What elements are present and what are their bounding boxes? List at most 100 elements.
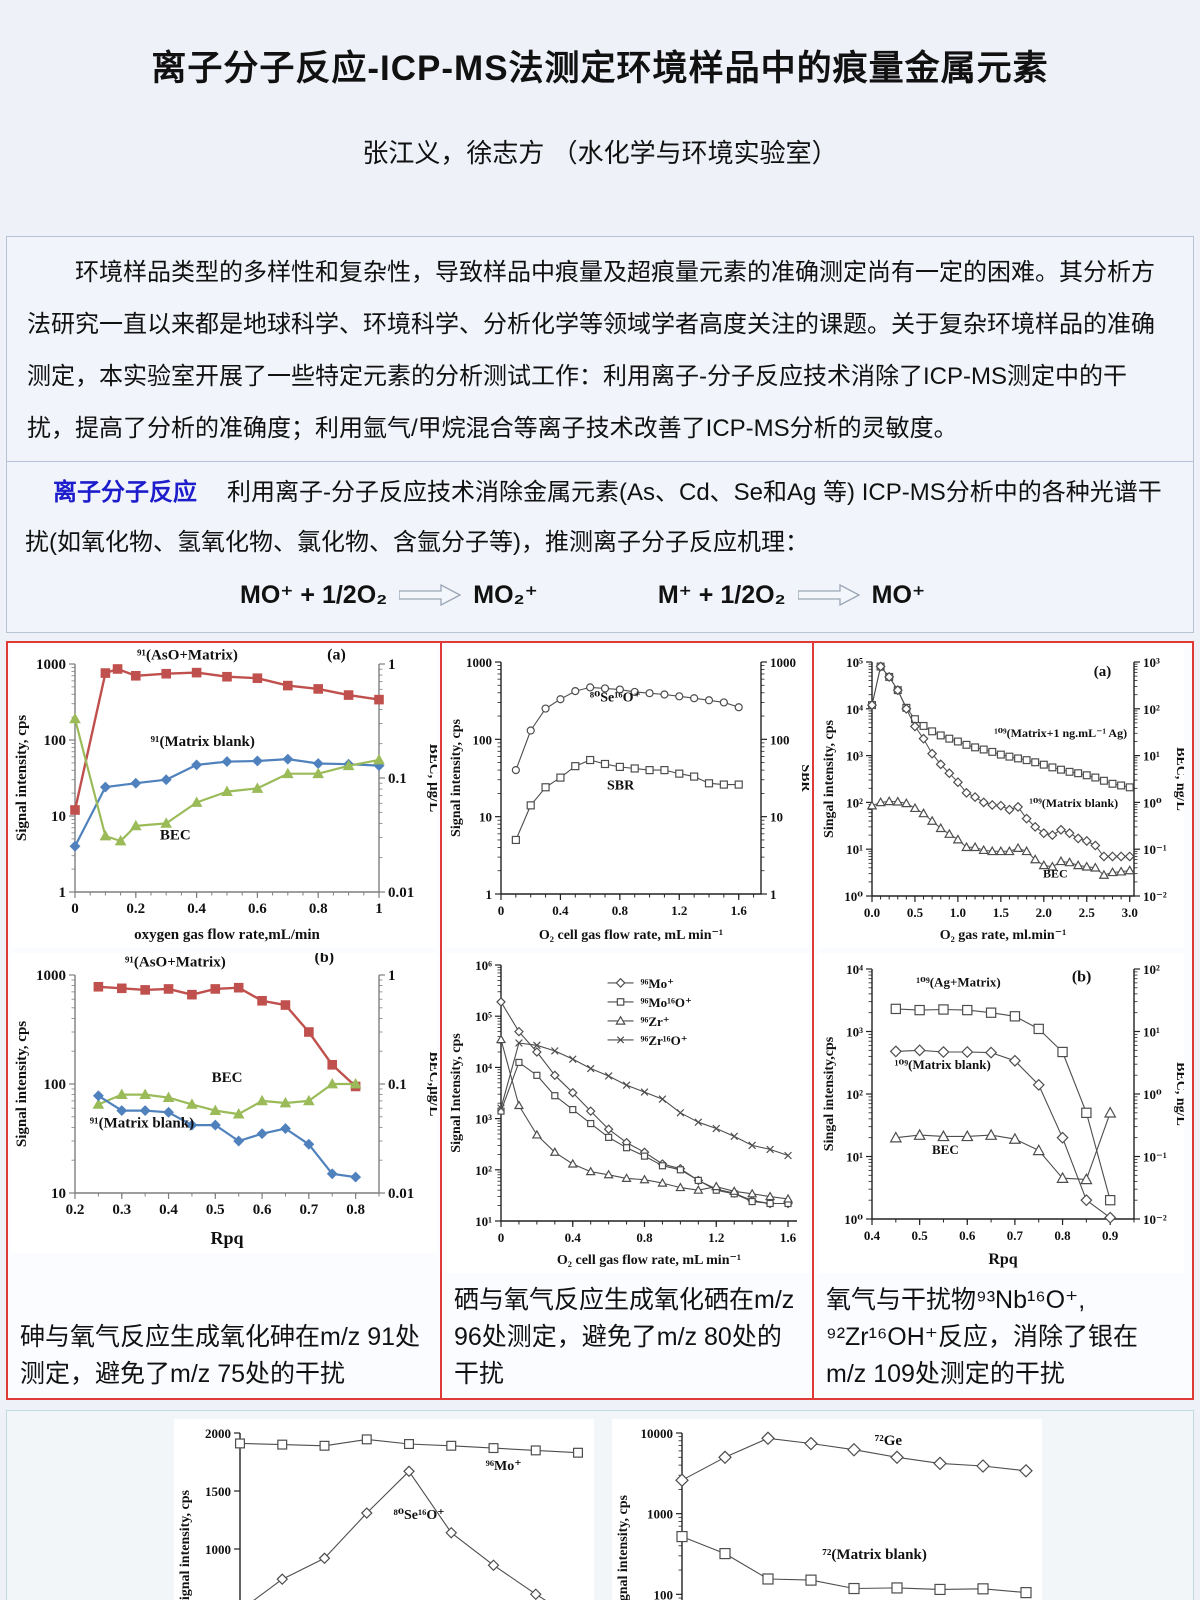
- svg-text:⁸⁰Se¹⁶O⁺: ⁸⁰Se¹⁶O⁺: [590, 690, 641, 705]
- svg-text:1000: 1000: [205, 1542, 231, 1557]
- svg-text:0.0: 0.0: [864, 905, 880, 920]
- svg-text:BEC,μg/L: BEC,μg/L: [426, 1052, 437, 1117]
- svg-text:⁹¹(AsO+Matrix): ⁹¹(AsO+Matrix): [125, 954, 226, 970]
- svg-text:Signal intensity, cps: Signal intensity, cps: [14, 715, 30, 841]
- svg-text:⁹¹(Matrix blank): ⁹¹(Matrix blank): [150, 734, 254, 750]
- sensitivity-charts-row: 012340500100015002000CH₄ gas flow rate, …: [7, 1419, 1193, 1600]
- reaction-arrow-icon: [797, 584, 860, 606]
- svg-text:BEC: BEC: [160, 828, 191, 844]
- svg-text:1000: 1000: [770, 655, 796, 670]
- svg-text:10²: 10²: [1143, 702, 1160, 717]
- svg-text:SBR: SBR: [798, 764, 809, 792]
- svg-text:⁹⁶Mo⁺: ⁹⁶Mo⁺: [485, 1459, 521, 1474]
- svg-text:0.5: 0.5: [907, 905, 924, 920]
- svg-text:BEC, ng/L: BEC, ng/L: [1173, 1062, 1184, 1126]
- svg-text:100: 100: [473, 732, 493, 747]
- svg-text:Signal intensity, cps: Signal intensity, cps: [616, 1495, 631, 1600]
- svg-text:10⁻¹: 10⁻¹: [1143, 1150, 1167, 1165]
- svg-text:⁹⁶Mo⁺: ⁹⁶Mo⁺: [641, 976, 674, 991]
- svg-text:0: 0: [71, 901, 79, 917]
- svg-text:0.1: 0.1: [388, 1077, 407, 1093]
- svg-text:⁷²Ge: ⁷²Ge: [875, 1433, 903, 1449]
- reaction-formulas: MO⁺ + 1/2O₂ MO₂⁺ M⁺ + 1/2O₂ MO⁺: [25, 568, 1175, 628]
- svg-text:0.2: 0.2: [66, 1202, 85, 1218]
- svg-text:¹⁰⁹(Matrix blank): ¹⁰⁹(Matrix blank): [895, 1057, 991, 1072]
- svg-text:(a): (a): [327, 648, 346, 663]
- svg-text:10⁶: 10⁶: [475, 958, 492, 973]
- svg-text:0.01: 0.01: [388, 1186, 414, 1202]
- svg-text:100: 100: [654, 1587, 674, 1600]
- svg-text:10⁻²: 10⁻²: [1143, 1212, 1167, 1227]
- svg-text:10⁻²: 10⁻²: [1143, 889, 1167, 904]
- svg-text:(b): (b): [314, 953, 334, 966]
- svg-text:1.5: 1.5: [993, 905, 1010, 920]
- chart-silver-rpq: 0.4 0.5 0.6 0.7 0.8 0.9 10⁰ 10¹ 10² 10³ 10⁴ 10⁻² 10⁻…: [818, 953, 1188, 1273]
- svg-text:1: 1: [375, 901, 383, 917]
- svg-text:1000: 1000: [647, 1507, 673, 1522]
- svg-text:⁹¹(AsO+Matrix): ⁹¹(AsO+Matrix): [137, 648, 238, 663]
- caption-arsenic: 砷与氧气反应生成氧化砷在m/z 91处测定，避免了m/z 75处的干扰: [20, 1323, 421, 1388]
- svg-text:1: 1: [388, 657, 396, 673]
- svg-text:0.8: 0.8: [346, 1202, 365, 1218]
- svg-text:10³: 10³: [475, 1112, 492, 1127]
- svg-text:1: 1: [770, 887, 777, 902]
- svg-text:Signal intensity, cps: Signal intensity, cps: [14, 1021, 30, 1147]
- svg-text:100: 100: [770, 732, 790, 747]
- svg-text:0.8: 0.8: [1054, 1228, 1071, 1243]
- svg-text:0.6: 0.6: [253, 1202, 272, 1218]
- svg-text:0.5: 0.5: [206, 1202, 225, 1218]
- formula1-lhs: MO⁺ + 1/2O₂: [240, 581, 388, 609]
- svg-text:BEC, ng/L: BEC, ng/L: [1173, 747, 1184, 811]
- svg-text:10: 10: [51, 1186, 66, 1202]
- intro-box: 环境样品类型的多样性和复杂性，导致样品中痕量及超痕量元素的准确测定尚有一定的困难…: [6, 236, 1194, 462]
- section-text: 利用离子-分子反应技术消除金属元素(As、Cd、Se和Ag 等) ICP-MS分…: [25, 479, 1162, 556]
- svg-text:⁹⁶Zr⁺: ⁹⁶Zr⁺: [641, 1014, 670, 1029]
- svg-text:⁹⁶Mo¹⁶O⁺: ⁹⁶Mo¹⁶O⁺: [641, 995, 692, 1010]
- svg-text:oxygen gas flow rate,mL/min: oxygen gas flow rate,mL/min: [134, 927, 320, 943]
- svg-text:1.2: 1.2: [671, 903, 687, 918]
- svg-text:Signal intensity, cps: Signal intensity, cps: [178, 1490, 193, 1600]
- svg-text:Rpq: Rpq: [988, 1251, 1017, 1268]
- svg-text:10²: 10²: [846, 1087, 863, 1102]
- svg-text:10: 10: [51, 809, 66, 825]
- svg-text:10¹: 10¹: [475, 1214, 492, 1229]
- results-grid: 0 0.2 0.4 0.6 0.8 1 1 10 100 1000 0.01 0.1 1 oxygen g…: [6, 641, 1194, 1400]
- svg-text:10¹: 10¹: [846, 1150, 863, 1165]
- svg-text:10⁰: 10⁰: [1143, 1087, 1162, 1102]
- svg-text:10⁰: 10⁰: [1143, 795, 1162, 810]
- svg-text:0.1: 0.1: [388, 771, 407, 787]
- svg-text:Signal intensity, cps: Signal intensity, cps: [449, 719, 464, 837]
- svg-text:10000: 10000: [641, 1426, 674, 1441]
- svg-text:BEC: BEC: [1043, 866, 1068, 880]
- svg-text:⁹⁶Zr¹⁶O⁺: ⁹⁶Zr¹⁶O⁺: [641, 1033, 688, 1048]
- svg-text:BEC, μg/L: BEC, μg/L: [426, 744, 437, 813]
- svg-text:2000: 2000: [205, 1426, 231, 1441]
- svg-text:10¹: 10¹: [1143, 1025, 1160, 1040]
- sensitivity-germanium-column: 0246810100100010000CH₄ gas flow rate, mL…: [611, 1419, 1044, 1600]
- svg-text:10: 10: [770, 810, 783, 825]
- svg-text:BEC: BEC: [212, 1070, 243, 1086]
- svg-text:0.2: 0.2: [126, 901, 145, 917]
- svg-text:0.9: 0.9: [1102, 1228, 1119, 1243]
- svg-text:O₂ cell gas flow rate, mL min⁻: O₂ cell gas flow rate, mL min⁻¹: [539, 928, 723, 943]
- svg-text:10: 10: [479, 810, 492, 825]
- svg-text:1: 1: [59, 885, 67, 901]
- svg-text:10⁵: 10⁵: [475, 1009, 492, 1024]
- svg-text:10⁻¹: 10⁻¹: [1143, 842, 1167, 857]
- results-column-selenium: 0 0.4 0.8 1.2 1.6 1 10 100 1000 1 10 100 1000 O₂ cell…: [442, 643, 814, 1398]
- svg-text:100: 100: [44, 1077, 67, 1093]
- svg-text:10¹: 10¹: [846, 842, 863, 857]
- formula2-lhs: M⁺ + 1/2O₂: [657, 581, 786, 609]
- svg-text:10⁴: 10⁴: [846, 962, 863, 977]
- reaction-arrow-icon: [399, 584, 462, 606]
- svg-text:100: 100: [44, 733, 67, 749]
- svg-text:10⁰: 10⁰: [844, 889, 863, 904]
- svg-text:1: 1: [486, 887, 493, 902]
- chart-arsenic-rpq: 0.2 0.3 0.4 0.5 0.6 0.7 0.8 10 100 1000 0.01 0.1 1 Rp…: [11, 949, 442, 1253]
- svg-text:0.7: 0.7: [299, 1202, 318, 1218]
- intro-text: 环境样品类型的多样性和复杂性，导致样品中痕量及超痕量元素的准确测定尚有一定的困难…: [27, 259, 1155, 442]
- svg-text:BEC: BEC: [932, 1142, 959, 1157]
- svg-text:2.5: 2.5: [1079, 905, 1096, 920]
- svg-text:0.4: 0.4: [552, 903, 569, 918]
